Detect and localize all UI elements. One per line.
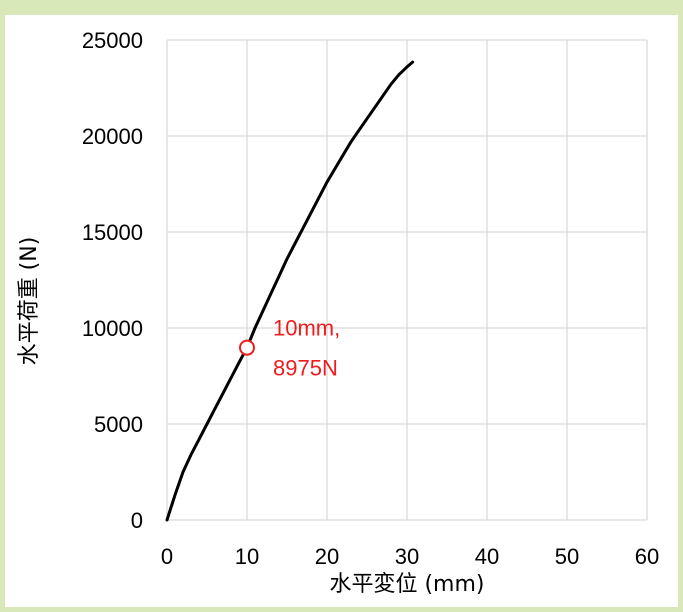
chart-panel	[5, 15, 678, 607]
tick-labels: 0 10 20 30 40 50 60 0 5000 10000 15000 20000 25000	[82, 28, 659, 569]
annotation-marker	[239, 339, 255, 356]
x-tick-label: 30	[395, 544, 419, 569]
y-axis-title: 水平荷重 (N)	[17, 237, 42, 366]
x-tick-label: 50	[555, 544, 579, 569]
series-line	[165, 60, 415, 522]
x-tick-label: 0	[161, 544, 173, 569]
grid-lines	[166, 39, 648, 521]
annotation-label-line2: 8975N	[273, 356, 338, 381]
x-tick-label: 60	[635, 544, 659, 569]
y-tick-label: 25000	[82, 28, 143, 53]
x-tick-label: 10	[235, 544, 259, 569]
y-tick-label: 0	[131, 508, 143, 533]
y-tick-label: 5000	[94, 412, 143, 437]
annotation-label-line1: 10mm,	[273, 316, 340, 341]
x-tick-label: 40	[475, 544, 499, 569]
x-tick-label: 20	[315, 544, 339, 569]
y-tick-label: 10000	[82, 316, 143, 341]
x-axis-title: 水平変位 (mm)	[329, 572, 484, 597]
y-tick-label: 20000	[82, 124, 143, 149]
y-tick-label: 15000	[82, 220, 143, 245]
